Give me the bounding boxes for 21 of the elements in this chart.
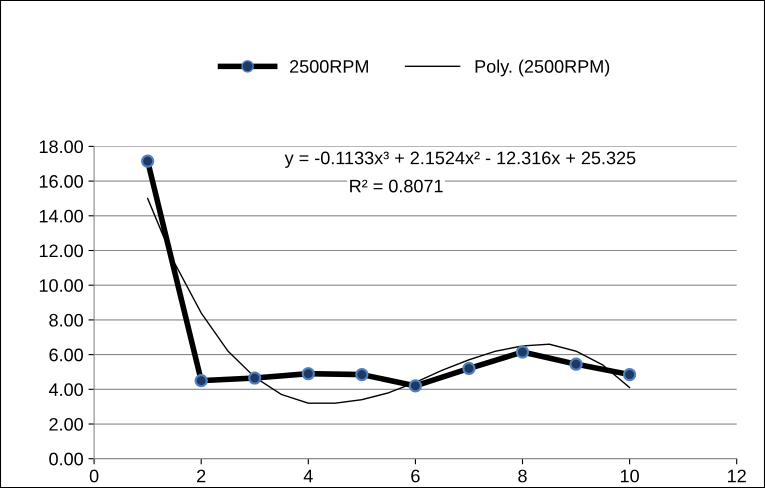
x-tick-label: 0 xyxy=(90,470,98,482)
y-tick-label: 0.00 xyxy=(49,452,83,466)
x-tick-label: 4 xyxy=(304,470,313,482)
y-tick-label: 10.00 xyxy=(40,279,83,292)
x-tick-label: 10 xyxy=(620,470,639,482)
y-tick-label: 6.00 xyxy=(49,348,83,362)
y-tick-label: 14.00 xyxy=(40,210,83,223)
x-tick-label: 6 xyxy=(411,470,420,482)
annotation: R² = 0.8071 xyxy=(350,180,443,192)
x-tick-label: 2 xyxy=(197,470,206,482)
y-tick-label: 8.00 xyxy=(49,314,83,327)
y-tick-label: 12.00 xyxy=(40,244,83,258)
legend-label: Poly. (2500RPM) xyxy=(476,60,610,76)
y-tick-label: 4.00 xyxy=(48,383,83,396)
annotation: y = -0.1133x³ + 2.1524x² - 12.316x + 25.325 xyxy=(284,152,636,168)
legend-label: 2500RPM xyxy=(290,60,368,73)
y-tick-label: 2.00 xyxy=(49,418,83,431)
x-tick-label: 12 xyxy=(728,470,746,482)
x-tick-label: 8 xyxy=(518,470,527,482)
y-tick-label: 18.00 xyxy=(40,140,83,154)
y-tick-label: 16.00 xyxy=(40,175,83,188)
